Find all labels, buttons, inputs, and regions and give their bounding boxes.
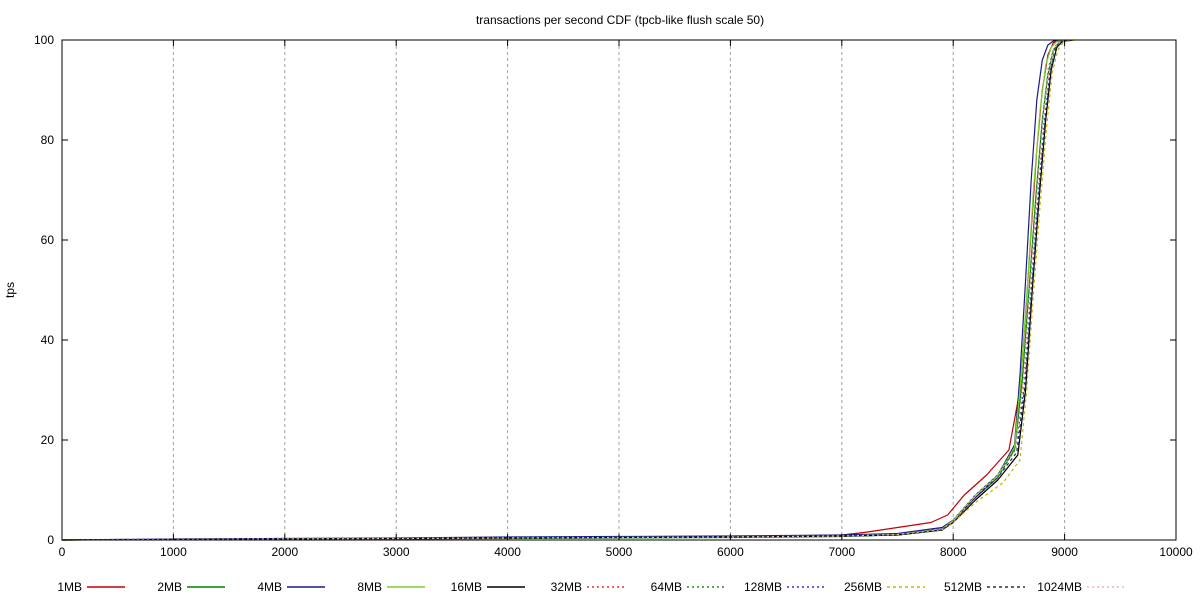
x-tick-label: 1000 [160,545,187,559]
legend-item-1024MB: 1024MB [1037,580,1125,594]
y-tick-label: 100 [34,33,54,47]
legend-label: 8MB [357,580,382,594]
legend-label: 1MB [57,580,82,594]
legend-label: 64MB [651,580,682,594]
legend-item-4MB: 4MB [257,580,325,594]
y-tick-label: 80 [41,133,55,147]
series-line-32MB [62,40,1071,540]
x-tick-label: 10000 [1159,545,1193,559]
legend-label: 512MB [944,580,982,594]
series-line-4MB [62,40,1065,540]
y-tick-label: 20 [41,433,55,447]
legend-item-128MB: 128MB [744,580,825,594]
series-line-1024MB [62,40,1071,540]
legend-item-64MB: 64MB [651,580,725,594]
series-line-1MB [62,40,1065,540]
legend-item-16MB: 16MB [451,580,525,594]
legend-item-32MB: 32MB [551,580,625,594]
x-tick-label: 5000 [606,545,633,559]
x-tick-label: 8000 [940,545,967,559]
y-tick-label: 60 [41,233,55,247]
y-tick-label: 0 [47,533,54,547]
x-tick-label: 0 [59,545,66,559]
x-tick-label: 7000 [828,545,855,559]
series-layer [62,40,1075,540]
legend-label: 16MB [451,580,482,594]
legend-label: 2MB [157,580,182,594]
legend-label: 1024MB [1037,580,1082,594]
grid-layer [173,40,1064,540]
legend-label: 32MB [551,580,582,594]
legend-item-512MB: 512MB [944,580,1025,594]
x-tick-label: 6000 [717,545,744,559]
series-line-256MB [62,40,1075,540]
series-line-64MB [62,40,1071,540]
series-line-16MB [62,40,1074,540]
legend-label: 256MB [844,580,882,594]
legend-item-256MB: 256MB [844,580,925,594]
x-tick-label: 2000 [271,545,298,559]
x-tick-label: 3000 [383,545,410,559]
chart-title: transactions per second CDF (tpcb-like f… [476,13,764,27]
legend: 1MB 2MB 4MB 8MB 16MB 32MB 64MB 128MB 256MB 512MB 1… [57,580,1125,594]
x-tick-label: 4000 [494,545,521,559]
legend-label: 128MB [744,580,782,594]
legend-item-1MB: 1MB [57,580,125,594]
y-tick-label: 40 [41,333,55,347]
series-line-128MB [62,40,1072,540]
legend-item-2MB: 2MB [157,580,225,594]
x-tick-label: 9000 [1051,545,1078,559]
legend-label: 4MB [257,580,282,594]
y-axis-label: tps [3,282,17,298]
tick-layer: 0 1000 2000 3000 4000 5000 6000 7000 8000 9000 100… [34,33,1193,559]
series-line-512MB [62,40,1073,540]
series-line-2MB [62,40,1070,540]
series-line-8MB [62,40,1068,540]
legend-item-8MB: 8MB [357,580,425,594]
